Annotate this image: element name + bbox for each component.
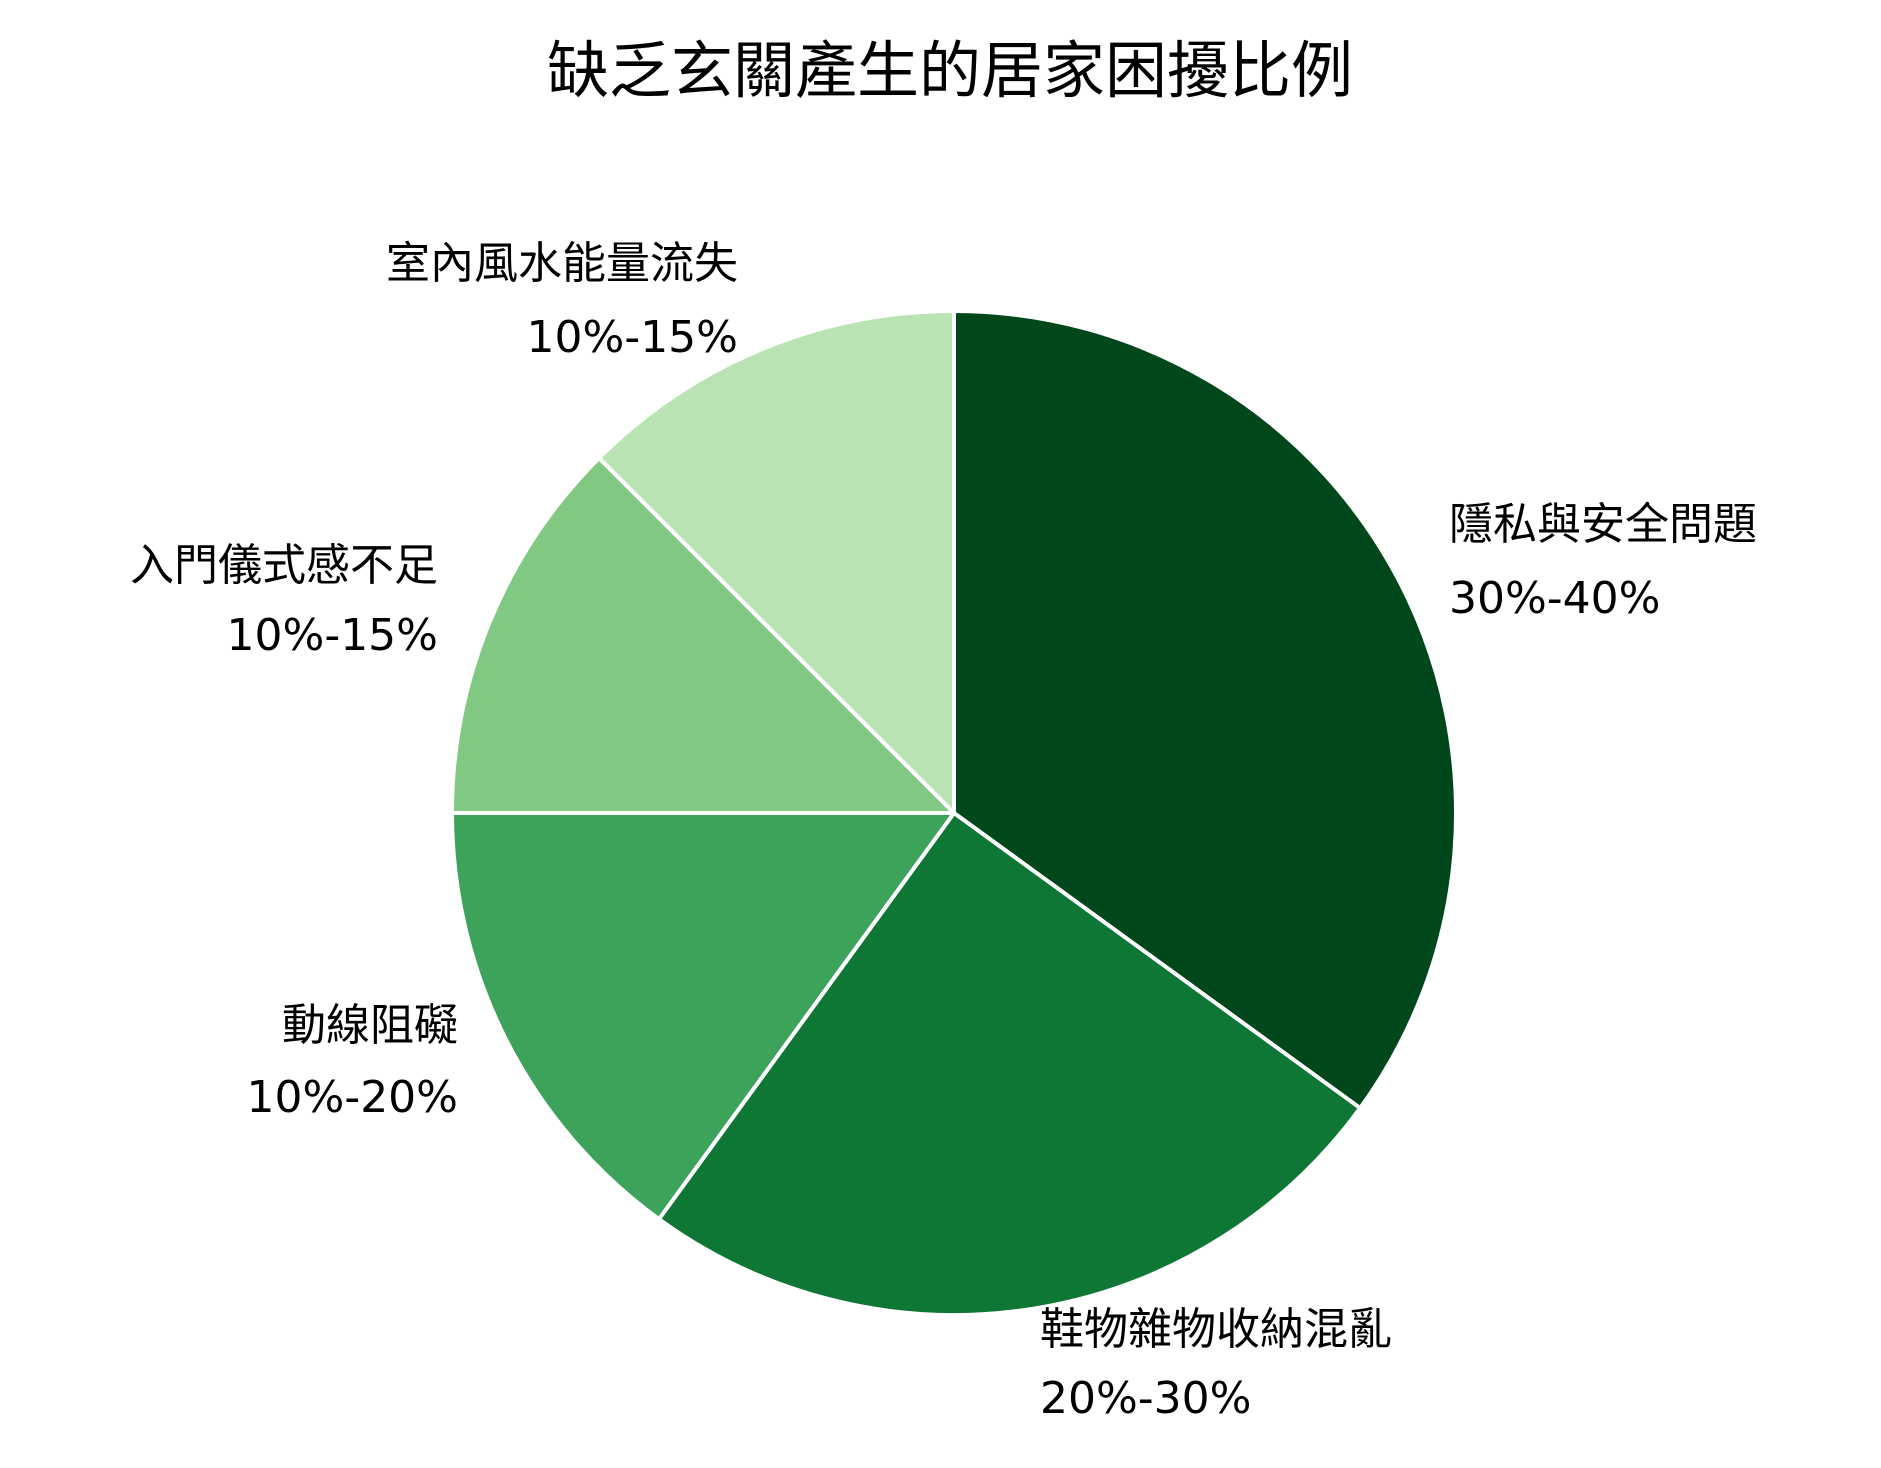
slice-value-circulation: 10%-20% [247,1072,458,1123]
slice-label-fengshui: 室內風水能量流失 [386,238,738,289]
slice-label-circulation: 動線阻礙 [282,1000,458,1051]
slice-value-privacy: 30%-40% [1449,573,1660,624]
slice-label-privacy: 隱私與安全問題 [1449,499,1757,550]
slice-value-ritual: 10%-15% [227,610,438,661]
pie-slice-storage [656,811,1363,1317]
chart-title: 缺乏玄關產生的居家困擾比例 [547,34,1353,107]
pie-slices [450,309,1458,1317]
slice-label-storage: 鞋物雜物收納混亂 [1040,1304,1392,1355]
pie-slice-privacy [952,309,1458,1111]
pie-slice-fengshui [597,309,956,815]
pie-slice-circulation [450,811,956,1222]
slice-label-ritual: 入門儀式感不足 [130,540,438,591]
slice-value-storage: 20%-30% [1040,1373,1251,1424]
slice-labels: 隱私與安全問題 30%-40% 鞋物雜物收納混亂 20%-30% 動線阻礙 10… [130,238,1757,1424]
slice-value-fengshui: 10%-15% [527,312,738,363]
pie-slice-ritual [450,456,956,815]
